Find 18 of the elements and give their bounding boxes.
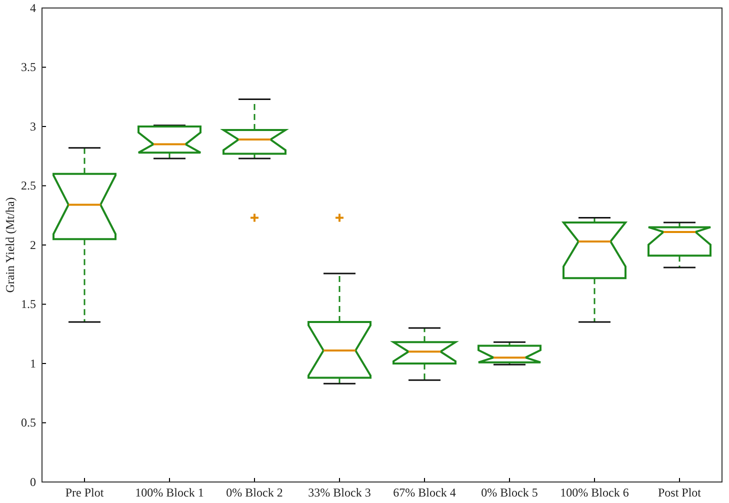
x-tick-label: 67% Block 4 — [393, 486, 456, 500]
y-tick-label: 0.5 — [21, 416, 36, 430]
y-axis-title: Grain Yield (Mt/ha) — [3, 197, 17, 293]
y-tick-label: 3.5 — [21, 60, 36, 74]
x-tick-label: 0% Block 5 — [481, 486, 538, 500]
y-tick-label: 3 — [30, 119, 36, 134]
x-tick-label: 0% Block 2 — [226, 486, 283, 500]
y-tick-label: 0 — [30, 474, 36, 489]
x-tick-label: 33% Block 3 — [308, 486, 371, 500]
y-tick-label: 1 — [30, 356, 36, 370]
y-tick-label: 4 — [30, 0, 36, 15]
y-tick-label: 1.5 — [21, 297, 36, 312]
x-tick-label: 100% Block 6 — [560, 486, 629, 500]
x-tick-label: Pre Plot — [65, 486, 104, 500]
x-tick-label: Post Plot — [658, 486, 702, 500]
x-tick-label: 100% Block 1 — [135, 486, 204, 500]
y-tick-label: 2 — [30, 238, 36, 252]
y-tick-label: 2.5 — [21, 178, 36, 193]
